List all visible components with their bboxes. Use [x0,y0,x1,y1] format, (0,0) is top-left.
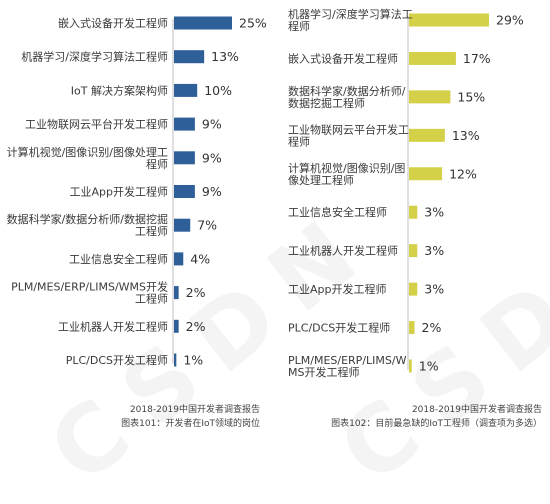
chart-1-bar-5 [409,205,418,219]
chart-1-value-label-2: 15% [457,89,485,104]
chart-0-value-label-2: 10% [204,83,232,98]
chart-1-category-label-6: 工业机器人开发工程师 [288,244,398,258]
chart-1-bar-7 [409,282,418,296]
chart-0-category-label-0: 嵌入式设备开发工程师 [58,16,168,30]
chart-1-category-label-3: 工业物联网云平台开发工程师 [288,122,409,148]
chart-1-bar-4 [409,167,443,181]
chart-1-value-label-8: 2% [422,320,442,335]
chart-1-category-label-0: 机器学习/深度学习算法工程师 [288,7,413,33]
footer-left: 2018-2019中国开发者调查报告 图表101：开发者在IoT领域的岗位 [0,403,260,431]
chart-0-value-label-1: 13% [211,49,239,64]
footer-left-source: 2018-2019中国开发者调查报告 [129,405,260,415]
charts-canvas: 25% 嵌入式设备开发工程师 13% 机器学习/深度学习算法工程师 10% IoT 解决方… [7,7,524,379]
chart-0-value-label-5: 9% [202,184,222,199]
chart-1-value-label-1: 17% [463,51,491,66]
chart-0-bar-10 [174,353,177,367]
chart-0-bar-0 [174,16,232,30]
chart-1-value-label-4: 12% [449,166,477,181]
chart-0-value-label-0: 25% [239,16,267,31]
footer-right-source: 2018-2019中国开发者调查报告 [411,405,542,415]
chart-1-value-label-5: 3% [424,205,444,220]
chart-0-category-label-4: 计算机视觉/图像识别/图像处理工程师 [7,145,168,171]
chart-0-bar-3 [174,117,195,131]
chart-0-category-label-7: 工业信息安全工程师 [69,252,168,266]
chart-0-value-label-10: 1% [183,353,203,368]
chart-0-bar-5 [174,185,195,198]
chart-0-bar-8 [174,286,179,300]
chart-1-category-label-4: 计算机视觉/图像识别/图像处理工程师 [288,161,405,187]
chart-0-category-label-2: IoT 解决方案架构师 [71,83,168,97]
chart-1-value-label-7: 3% [424,282,444,297]
chart-0-category-label-1: 机器学习/深度学习算法工程师 [21,50,168,64]
chart-0-category-label-9: 工业机器人开发工程师 [58,319,168,333]
chart-1-value-label-3: 13% [452,128,480,143]
chart-1-bar-8 [409,321,415,335]
footer-right-caption: 图表102：目前最急缺的IoT工程师（调查项为多选） [331,419,542,429]
chart-1-bar-1 [409,51,456,65]
chart-1-category-label-8: PLC/DCS开发工程师 [288,321,390,335]
chart-0-value-label-4: 9% [202,150,222,165]
chart-0-category-label-10: PLC/DCS开发工程师 [66,353,168,367]
chart-1-bar-3 [409,128,445,142]
chart-1-category-label-7: 工业App开发工程师 [288,282,387,296]
footer-right: 2018-2019中国开发者调查报告 图表102：目前最急缺的IoT工程师（调查… [280,403,542,431]
chart-0-bar-1 [174,50,205,64]
chart-0-value-label-9: 2% [186,319,206,334]
chart-1-bar-2 [409,90,451,104]
chart-1-value-label-9: 1% [419,359,439,374]
chart-1-bar-0 [409,13,489,27]
chart-0-value-label-8: 2% [186,285,206,300]
chart-0-bar-6 [174,218,191,232]
chart-1-category-label-1: 嵌入式设备开发工程师 [288,51,398,65]
footer-left-caption: 图表101：开发者在IoT领域的岗位 [121,419,260,429]
chart-1-category-label-9: PLM/MES/ERP/LIMS/W MS开发工程师 [288,354,407,379]
chart-1-category-label-5: 工业信息安全工程师 [288,205,387,219]
chart-0-category-label-8: PLM/MES/ERP/LIMS/WMS开发工程师 [11,280,168,306]
chart-1-category-label-2: 数据科学家/数据分析师/数据挖掘工程师 [288,84,406,110]
chart-0-bar-2 [174,83,198,97]
chart-0-value-label-3: 9% [202,117,222,132]
chart-0-category-label-3: 工业物联网云平台开发工程师 [25,117,168,131]
chart-0-bar-4 [174,151,195,165]
chart-0-category-label-6: 数据科学家/数据分析师/数据挖掘工程师 [7,212,168,238]
chart-0-category-label-5: 工业App开发工程师 [70,185,169,199]
chart-iot-engineer-shortage: 29% 机器学习/深度学习算法工程师 17% 嵌入式设备开发工程师 15% 数据科学家/数… [288,7,524,379]
chart-0-value-label-6: 7% [197,218,217,233]
chart-0-value-label-7: 4% [190,251,210,266]
chart-iot-positions: 25% 嵌入式设备开发工程师 13% 机器学习/深度学习算法工程师 10% IoT 解决方… [7,16,267,368]
chart-1-value-label-6: 3% [424,243,444,258]
chart-1-bar-6 [409,244,418,258]
chart-0-bar-9 [174,319,179,333]
chart-0-bar-7 [174,252,184,266]
chart-1-value-label-0: 29% [496,13,524,28]
chart-1-bar-9 [409,359,412,373]
